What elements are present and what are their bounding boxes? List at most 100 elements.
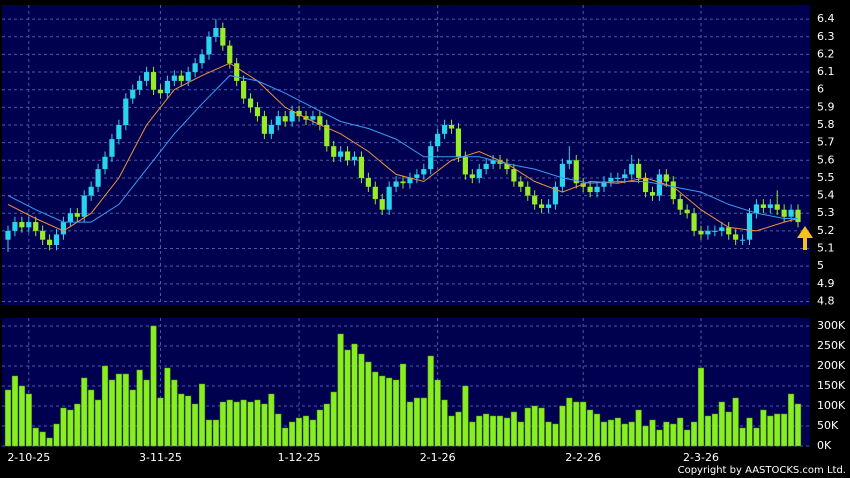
volume-bar xyxy=(247,401,254,447)
candle-body xyxy=(753,204,760,214)
y-tick-label: 0K xyxy=(817,439,832,452)
volume-bar xyxy=(635,409,642,447)
volume-bar xyxy=(697,367,705,447)
volume-bar xyxy=(399,363,407,447)
candle-body xyxy=(33,222,39,231)
candle-body xyxy=(206,36,212,55)
volume-bar xyxy=(628,421,635,447)
candle-body xyxy=(746,213,753,240)
volume-bar xyxy=(337,333,344,447)
candle-body xyxy=(733,234,739,240)
candle-body xyxy=(289,110,295,122)
candle-body xyxy=(338,151,344,157)
volume-bar xyxy=(323,403,330,447)
candle-body xyxy=(157,89,164,94)
signal-arrow xyxy=(797,226,813,250)
candle-body xyxy=(123,98,129,125)
volume-bar xyxy=(600,421,608,447)
candle-body xyxy=(241,80,247,99)
candle-body xyxy=(12,222,18,231)
candle-body xyxy=(760,204,766,208)
candle-body xyxy=(386,186,392,210)
y-tick-label: 5.6 xyxy=(817,153,835,166)
candle-body xyxy=(67,213,73,223)
volume-bar xyxy=(296,417,303,447)
volume-bar xyxy=(157,397,164,447)
y-tick-label: 4.8 xyxy=(817,294,835,307)
volume-bar xyxy=(129,389,136,447)
volume-bar xyxy=(594,413,601,447)
volume-bar xyxy=(11,375,18,447)
y-tick-label: 5.2 xyxy=(817,224,835,237)
volume-bar xyxy=(39,431,46,447)
candle-body xyxy=(490,160,496,164)
volume-bar xyxy=(642,425,649,447)
candle-body xyxy=(227,45,233,64)
candle-body xyxy=(559,163,565,187)
candle-body xyxy=(441,125,448,134)
volume-bar xyxy=(614,417,621,447)
candle-body xyxy=(88,186,94,196)
volume-bar xyxy=(510,411,517,447)
candle-body xyxy=(53,234,60,245)
volume-bar xyxy=(302,415,310,447)
volume-bar xyxy=(455,411,462,447)
candle-body xyxy=(435,133,441,147)
y-tick-label: 150K xyxy=(817,379,846,392)
candle-body xyxy=(684,209,690,214)
volume-bar xyxy=(143,379,150,447)
volume-bar xyxy=(372,371,379,447)
volume-bar xyxy=(192,403,199,447)
candle-body xyxy=(448,125,455,129)
y-tick-label: 50K xyxy=(817,419,839,432)
volume-bar xyxy=(351,343,358,447)
candle-body xyxy=(102,156,108,170)
volume-bar xyxy=(469,421,476,447)
y-tick-label: 4.9 xyxy=(817,277,835,290)
volume-bar xyxy=(275,413,282,447)
candle-body xyxy=(594,186,600,193)
candle-body xyxy=(81,195,87,217)
volume-bar xyxy=(794,403,802,447)
volume-bar xyxy=(503,417,511,447)
y-tick-label: 250K xyxy=(817,339,846,352)
candle-body xyxy=(615,177,621,179)
candle-body xyxy=(552,186,559,205)
volume-bar xyxy=(441,399,448,447)
candle-body xyxy=(275,116,281,125)
candle-body xyxy=(726,227,732,235)
candle-body xyxy=(518,181,524,187)
x-tick-label: 3-11-25 xyxy=(139,451,182,464)
candle-body xyxy=(331,146,337,157)
volume-bar xyxy=(67,409,74,447)
candle-body xyxy=(649,192,656,196)
candle-body xyxy=(462,156,468,175)
candle-body xyxy=(476,169,482,178)
candle-body xyxy=(178,75,184,81)
moving-average-line xyxy=(7,62,799,232)
candle-body xyxy=(539,204,545,208)
y-tick-label: 6.4 xyxy=(817,12,835,25)
plot-layer: 4.8 4.9 5 5.1 5.2 5.3 5.4 5.5 5.6 5.7 5.8 5.9 6 6.1 6.… xyxy=(2,5,846,464)
candle-body xyxy=(220,27,226,46)
volume-bar xyxy=(365,361,372,447)
volume-bar xyxy=(330,391,337,447)
volume-bar xyxy=(316,409,323,447)
candle-body xyxy=(234,63,240,81)
volume-bar xyxy=(538,407,545,447)
volume-bar xyxy=(171,379,178,447)
volume-bar xyxy=(531,405,538,447)
volume-bar xyxy=(32,427,39,447)
candle-body xyxy=(428,146,434,170)
candle-body xyxy=(705,230,711,235)
volume-bar xyxy=(476,415,483,447)
volume-bar xyxy=(490,415,497,447)
volume-bar xyxy=(46,437,53,447)
candle-body xyxy=(504,163,510,170)
y-tick-label: 5.4 xyxy=(817,189,835,202)
volume-bar xyxy=(226,399,233,447)
candle-body xyxy=(622,174,628,178)
volume-bar xyxy=(95,399,102,447)
volume-bar xyxy=(621,423,628,447)
